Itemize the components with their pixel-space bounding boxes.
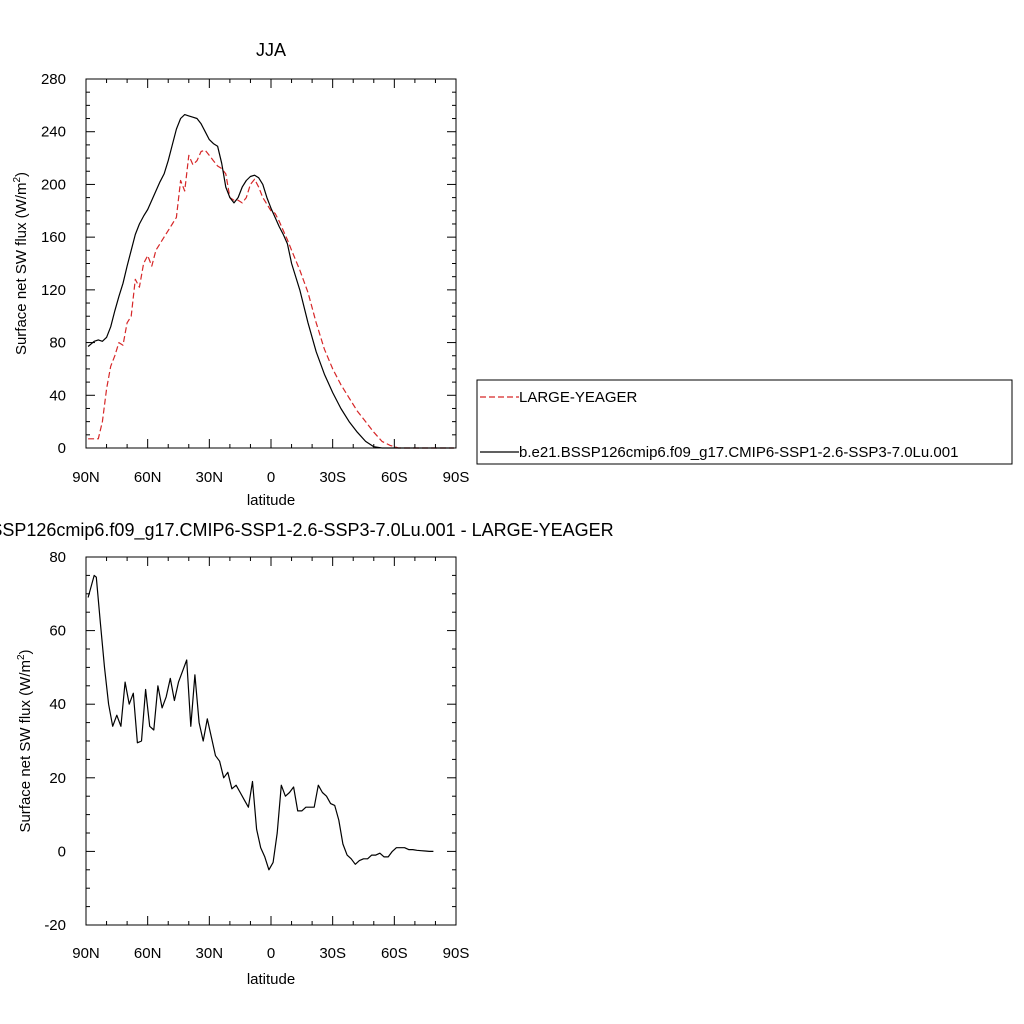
top-x-tick-label: 60S bbox=[381, 469, 408, 486]
bottom-y-tick-label: -20 bbox=[44, 917, 66, 934]
bottom-x-tick-label: 0 bbox=[267, 945, 275, 962]
bottom-series-layer bbox=[87, 574, 434, 871]
bottom-chart-title: b.e21.BSSP126cmip6.f09_g17.CMIP6-SSP1-2.… bbox=[0, 520, 614, 541]
bottom-y-tick-label: 20 bbox=[49, 770, 66, 787]
top-x-tick-labels: 90N 60N 30N 0 30S 60S 90S bbox=[72, 469, 469, 486]
bottom-ticks bbox=[85, 556, 457, 926]
bottom-x-tick-label: 90N bbox=[72, 945, 100, 962]
bottom-panel: b.e21.BSSP126cmip6.f09_g17.CMIP6-SSP1-2.… bbox=[0, 520, 614, 988]
bottom-series-line-0 bbox=[87, 574, 434, 871]
top-y-axis-label-main: Surface net SW flux (W/m bbox=[13, 183, 30, 356]
legend: LARGE-YEAGER b.e21.BSSP126cmip6.f09_g17.… bbox=[476, 379, 1013, 465]
top-series-layer bbox=[87, 113, 454, 449]
top-y-axis-label-end: ) bbox=[13, 172, 30, 177]
bottom-x-tick-label: 90S bbox=[443, 945, 470, 962]
bottom-y-tick-labels: -20 0 20 40 60 80 bbox=[44, 549, 66, 934]
top-x-tick-label: 30S bbox=[319, 469, 346, 486]
bottom-y-tick-label: 0 bbox=[58, 843, 66, 860]
top-y-axis-label: Surface net SW flux (W/m2) bbox=[12, 172, 30, 355]
legend-label-bssp126: b.e21.BSSP126cmip6.f09_g17.CMIP6-SSP1-2.… bbox=[519, 444, 958, 461]
top-series-line-1 bbox=[87, 113, 454, 449]
top-y-tick-label: 200 bbox=[41, 176, 66, 193]
top-x-axis-label: latitude bbox=[247, 492, 295, 509]
top-series-line-0 bbox=[88, 149, 454, 449]
top-x-tick-label: 90S bbox=[443, 469, 470, 486]
bottom-x-tick-labels: 90N 60N 30N 0 30S 60S 90S bbox=[72, 945, 469, 962]
bottom-y-axis-label-superscript: 2 bbox=[16, 654, 27, 660]
bottom-y-tick-label: 60 bbox=[49, 623, 66, 640]
top-y-tick-label: 0 bbox=[58, 440, 66, 457]
bottom-x-axis-label: latitude bbox=[247, 971, 295, 988]
top-y-tick-label: 280 bbox=[41, 71, 66, 88]
top-plot-frame bbox=[85, 78, 457, 449]
bottom-x-tick-label: 30S bbox=[319, 945, 346, 962]
top-ticks bbox=[85, 78, 457, 449]
top-y-tick-labels: 0 40 80 120 160 200 240 280 bbox=[41, 71, 66, 457]
top-y-tick-label: 240 bbox=[41, 124, 66, 141]
top-y-tick-label: 120 bbox=[41, 282, 66, 299]
legend-box bbox=[476, 379, 1013, 465]
bottom-y-axis-label: Surface net SW flux (W/m2) bbox=[16, 649, 34, 832]
bottom-y-tick-label: 40 bbox=[49, 696, 66, 713]
bottom-x-tick-label: 30N bbox=[196, 945, 224, 962]
top-y-tick-label: 80 bbox=[49, 335, 66, 352]
top-panel: JJA 90N 60N 30N 0 30S 60S 90S 0 40 80 12… bbox=[12, 40, 1013, 509]
top-x-tick-label: 0 bbox=[267, 469, 275, 486]
top-y-axis-label-superscript: 2 bbox=[12, 177, 23, 183]
top-y-tick-label: 160 bbox=[41, 229, 66, 246]
top-x-tick-label: 30N bbox=[196, 469, 224, 486]
bottom-x-tick-label: 60N bbox=[134, 945, 162, 962]
bottom-y-axis-label-end: ) bbox=[17, 649, 34, 654]
top-chart-title: JJA bbox=[256, 40, 286, 60]
bottom-x-tick-label: 60S bbox=[381, 945, 408, 962]
bottom-y-tick-label: 80 bbox=[49, 549, 66, 566]
top-x-tick-label: 60N bbox=[134, 469, 162, 486]
bottom-y-axis-label-main: Surface net SW flux (W/m bbox=[17, 660, 34, 833]
top-y-tick-label: 40 bbox=[49, 387, 66, 404]
legend-label-large-yeager: LARGE-YEAGER bbox=[519, 389, 638, 406]
top-x-tick-label: 90N bbox=[72, 469, 100, 486]
